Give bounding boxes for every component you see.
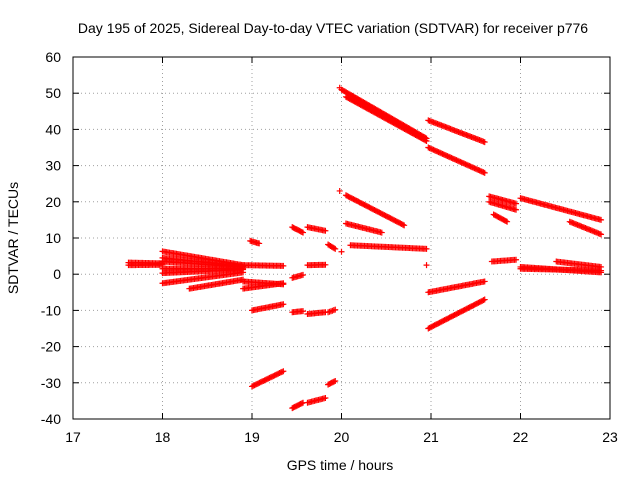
data-point xyxy=(598,263,605,270)
x-tick-label: 23 xyxy=(602,429,618,445)
y-tick-labels: -40 -30 -20 -10 0 10 20 30 40 50 60 xyxy=(41,49,61,427)
x-tick-labels: 17 18 19 20 21 22 23 xyxy=(65,429,618,445)
data-point xyxy=(256,240,263,247)
data-point xyxy=(598,231,605,238)
data-point xyxy=(331,378,338,385)
data-point xyxy=(300,229,307,236)
data-point xyxy=(298,228,305,235)
y-tick-label: 40 xyxy=(45,121,61,137)
x-tick-label: 21 xyxy=(423,429,439,445)
data-point xyxy=(480,297,487,304)
data-point xyxy=(332,377,339,384)
x-tick-label: 18 xyxy=(155,429,171,445)
data-point xyxy=(322,395,329,402)
data-point xyxy=(504,218,511,225)
y-tick-label: -30 xyxy=(41,375,61,391)
data-point xyxy=(598,216,605,223)
y-axis-title: SDTVAR / TECUs xyxy=(5,182,21,294)
data-point xyxy=(423,245,430,252)
data-point xyxy=(502,218,509,225)
data-point xyxy=(240,269,247,276)
data-point xyxy=(332,306,339,313)
data-point xyxy=(300,271,307,278)
data-point xyxy=(513,200,520,207)
data-point xyxy=(280,301,287,308)
data-point xyxy=(300,308,307,315)
x-axis-title: GPS time / hours xyxy=(287,457,394,473)
ticks xyxy=(72,56,611,420)
data-point xyxy=(279,368,286,375)
data-marks xyxy=(125,84,605,412)
data-point xyxy=(332,245,339,252)
grid xyxy=(73,57,610,419)
data-point xyxy=(513,256,520,263)
data-point xyxy=(481,278,488,285)
data-point xyxy=(280,262,287,269)
data-point xyxy=(280,368,287,375)
y-tick-label: -20 xyxy=(41,339,61,355)
y-tick-label: 60 xyxy=(45,49,61,65)
y-tick-label: 50 xyxy=(45,85,61,101)
data-point xyxy=(513,206,520,213)
y-tick-label: -10 xyxy=(41,302,61,318)
data-point xyxy=(298,400,305,407)
x-tick-label: 19 xyxy=(244,429,260,445)
y-tick-label: 0 xyxy=(53,266,61,282)
y-tick-label: 20 xyxy=(45,194,61,210)
data-point xyxy=(422,137,429,144)
data-point xyxy=(331,245,338,252)
data-point xyxy=(336,84,343,91)
y-tick-label: -40 xyxy=(41,411,61,427)
data-point xyxy=(423,137,430,144)
y-tick-label: 10 xyxy=(45,230,61,246)
data-point xyxy=(481,169,488,176)
x-tick-label: 17 xyxy=(65,429,81,445)
x-tick-label: 22 xyxy=(513,429,529,445)
data-point xyxy=(338,248,345,255)
data-point xyxy=(322,261,329,268)
data-point xyxy=(322,227,329,234)
data-point xyxy=(401,222,408,229)
data-point xyxy=(481,139,488,146)
chart-title: Day 195 of 2025, Sidereal Day-to-day VTE… xyxy=(78,20,588,36)
data-point xyxy=(481,296,488,303)
data-point xyxy=(280,280,287,287)
data-point xyxy=(336,187,343,194)
y-tick-label: 30 xyxy=(45,158,61,174)
data-point xyxy=(598,269,605,276)
x-tick-label: 20 xyxy=(334,429,350,445)
data-point xyxy=(399,221,406,228)
data-point xyxy=(423,262,430,269)
data-point xyxy=(378,229,385,236)
